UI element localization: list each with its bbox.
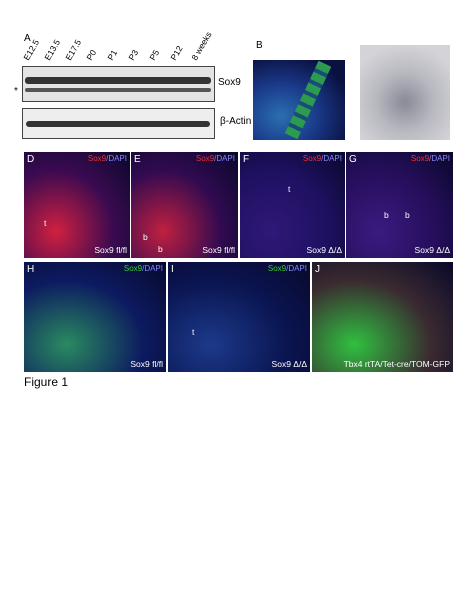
annotation: b [384,210,389,220]
genotype-label: Sox9 Δ/Δ [271,359,307,369]
panel-label: F [243,154,250,165]
annotation: b [143,232,148,242]
panel-label: I [171,264,174,275]
lane-label: P5 [147,47,162,62]
genotype-label: Sox9 fl/fl [202,245,235,255]
stain: Sox9 [267,264,287,273]
stain: Sox9 [410,154,430,163]
band-label: Sox9 [218,77,241,88]
stain-label: Sox9/DAPI [124,264,163,273]
lane-label: E13.5 [42,37,63,62]
stain: Sox9 [195,154,215,163]
stain: Sox9 [123,264,143,273]
panel-label: J [315,264,320,275]
annotation: t [44,218,47,228]
stain: /DAPI [142,264,163,273]
annotation: b [158,244,163,254]
annotation: t [288,184,291,194]
band-label: β-Actin [220,116,252,127]
stain: /DAPI [106,154,127,163]
stain: Sox9 [302,154,322,163]
micrograph: F Sox9/DAPI Sox9 Δ/Δ t [240,152,345,258]
genotype-label: Sox9 Δ/Δ [306,245,342,255]
panel-label: B [256,40,263,51]
stain: /DAPI [429,154,450,163]
blot-sox9 [22,66,215,102]
panel-label: D [27,154,35,165]
micrograph: J Tbx4 rtTA/Tet-cre/TOM-GFP [312,262,453,372]
panel-label: E [134,154,141,165]
stain: /DAPI [286,264,307,273]
panel-label: A [24,33,31,44]
genotype-label: Sox9 Δ/Δ [414,245,450,255]
stain: Sox9 [87,154,107,163]
blot-actin [22,108,215,139]
stain-label: Sox9/DAPI [88,154,127,163]
lane-label: P1 [105,47,120,62]
genotype-label: Sox9 fl/fl [130,359,163,369]
panel-label: H [27,264,35,275]
micrograph: H Sox9/DAPI Sox9 fl/fl [24,262,166,372]
lane-label: P3 [126,47,141,62]
caption: Figure 1 [24,375,69,389]
lane-label: P0 [84,47,99,62]
lane-label: 8 weeks [189,29,214,62]
stain-label: Sox9/DAPI [411,154,450,163]
lane-label: P12 [168,43,185,62]
micrograph: D Sox9/DAPI Sox9 fl/fl t [24,152,130,258]
stain: /DAPI [321,154,342,163]
panel-label: G [349,154,357,165]
annotation: b [405,210,410,220]
micrograph [253,60,345,140]
stain: /DAPI [214,154,235,163]
genotype-label: Tbx4 rtTA/Tet-cre/TOM-GFP [343,359,450,369]
lane-label: E17.5 [63,37,84,62]
annotation: t [192,327,195,337]
stain-label: Sox9/DAPI [303,154,342,163]
asterisk: * [14,86,18,97]
stain-label: Sox9/DAPI [268,264,307,273]
genotype-label: Sox9 fl/fl [94,245,127,255]
micrograph: G Sox9/DAPI Sox9 Δ/Δ b b [346,152,453,258]
micrograph: E Sox9/DAPI Sox9 fl/fl b b [131,152,238,258]
stain-label: Sox9/DAPI [196,154,235,163]
micrograph: I Sox9/DAPI Sox9 Δ/Δ t [168,262,310,372]
micrograph [360,45,450,140]
